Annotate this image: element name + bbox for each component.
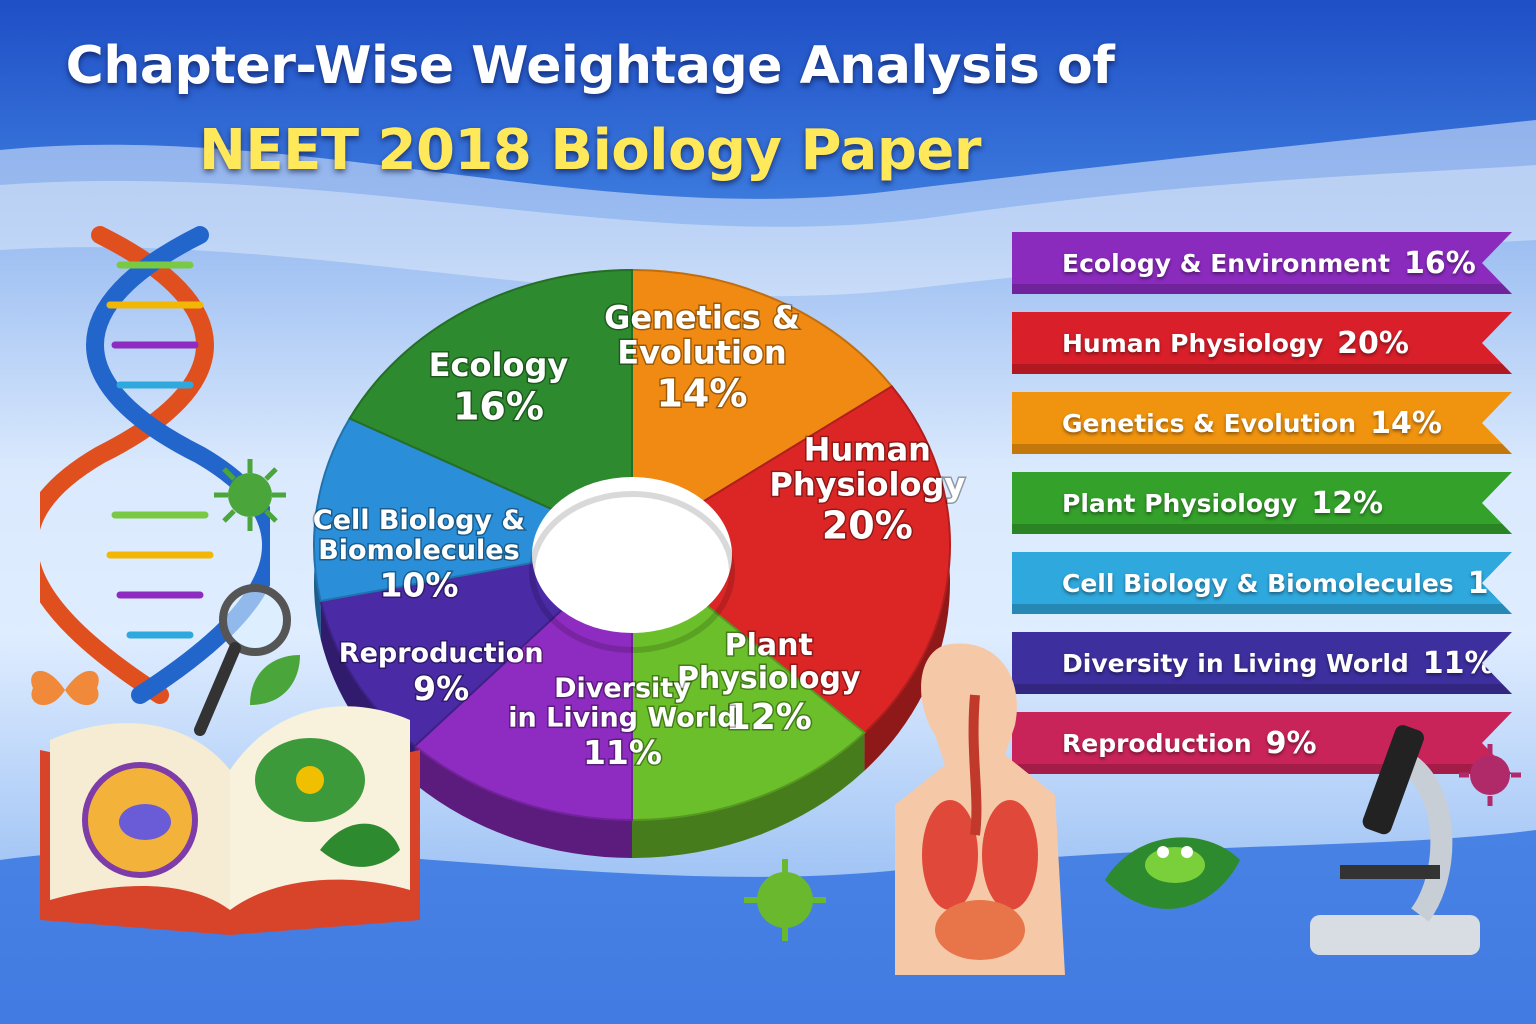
slice-label: Biomolecules: [318, 535, 520, 566]
legend-label: Plant Physiology: [1062, 488, 1298, 518]
title-line-1: Chapter-Wise Weightage Analysis of: [65, 36, 1115, 96]
slice-label: Reproduction: [339, 638, 544, 669]
virus-icon: [1459, 744, 1521, 806]
title-line-2: NEET 2018 Biology Paper: [198, 118, 982, 183]
butterfly-icon: [31, 670, 99, 706]
legend-label: Ecology & Environment: [1062, 248, 1391, 278]
slice-label: Cell Biology &: [313, 505, 525, 536]
slice-value-label: 10%: [379, 565, 458, 604]
legend-value: 16%: [1404, 245, 1476, 281]
slice-label: Plant: [725, 628, 813, 663]
leaf-icon: [250, 655, 300, 705]
legend-item-diversity: Diversity in Living World 11%: [1012, 632, 1512, 694]
virus-icon: [214, 459, 286, 531]
legend-label: Diversity in Living World: [1062, 648, 1409, 678]
slice-value-label: 9%: [413, 669, 469, 708]
legend: Ecology & Environment 16% Human Physiolo…: [1012, 232, 1512, 792]
magnifying-glass-icon: [194, 584, 291, 736]
legend-item-plant-physiology: Plant Physiology 12%: [1012, 472, 1512, 534]
legend-item-human-physiology: Human Physiology 20%: [1012, 312, 1512, 374]
legend-item-genetics-evolution: Genetics & Evolution 14%: [1012, 392, 1512, 454]
microscope-icon: [1310, 725, 1480, 955]
slice-label: Physiology: [769, 466, 965, 504]
legend-item-ecology: Ecology & Environment 16%: [1012, 232, 1512, 294]
legend-value: 14%: [1370, 405, 1442, 441]
slice-side: [414, 745, 632, 858]
legend-value: 20%: [1337, 325, 1409, 361]
slice-label: Evolution: [617, 334, 786, 372]
donut-hole: [532, 477, 732, 633]
open-book-icon: [40, 706, 420, 935]
legend-label: Genetics & Evolution: [1062, 408, 1357, 438]
chart-labels: Genetics &Evolution14%HumanPhysiology20%…: [311, 297, 966, 774]
frog-icon: [1105, 837, 1240, 909]
slice-label: Human: [804, 430, 931, 468]
legend-label: Reproduction: [1062, 728, 1252, 758]
donut-hole-rim: [529, 491, 735, 653]
slice-value-label: 12%: [726, 697, 812, 738]
legend-label: Human Physiology: [1062, 328, 1324, 358]
slice-side: [632, 732, 865, 859]
legend-item-cell-biology: Cell Biology & Biomolecules 10%: [1012, 552, 1512, 614]
slice-label: in Living World: [508, 703, 736, 734]
slice-value-label: 16%: [453, 384, 544, 428]
slice-genetics-evolution: [631, 268, 894, 547]
legend-value: 12%: [1311, 485, 1384, 521]
slice-ecology: [348, 268, 633, 547]
legend-value: 11%: [1422, 645, 1495, 681]
virus-icon: [744, 859, 826, 941]
slice-value-label: 11%: [583, 733, 662, 772]
legend-item-reproduction: Reproduction 9%: [1012, 712, 1512, 774]
legend-value: 9%: [1265, 725, 1317, 761]
human-anatomy-icon: [895, 643, 1065, 975]
slice-human-physiology: [630, 385, 951, 735]
slice-label: Ecology: [429, 346, 569, 384]
slice-value-label: 14%: [656, 372, 747, 416]
slice-label: Physiology: [677, 661, 861, 696]
slice-label: Genetics &: [604, 298, 800, 336]
legend-label: Cell Biology & Biomolecules: [1062, 568, 1454, 598]
slice-label: Diversity: [554, 673, 691, 704]
slice-value-label: 20%: [822, 504, 913, 548]
